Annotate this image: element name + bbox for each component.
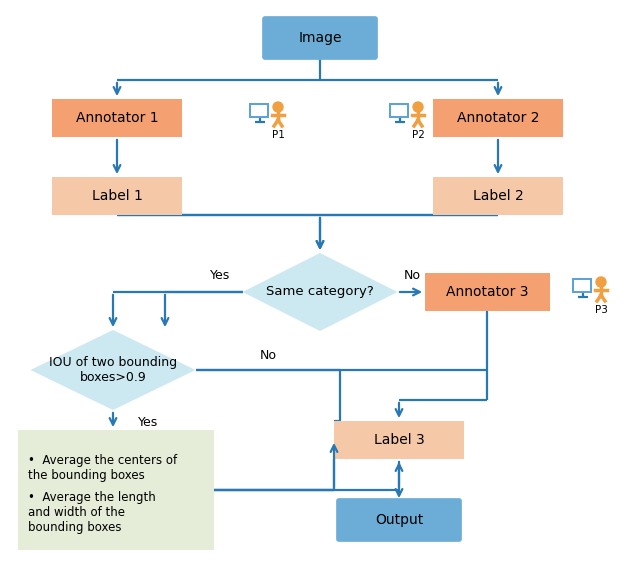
FancyBboxPatch shape [334,421,464,459]
Text: P2: P2 [412,130,424,140]
FancyBboxPatch shape [336,498,462,542]
FancyBboxPatch shape [18,430,214,550]
FancyBboxPatch shape [249,103,269,118]
FancyBboxPatch shape [433,99,563,137]
FancyBboxPatch shape [391,105,407,116]
FancyBboxPatch shape [424,273,550,311]
FancyBboxPatch shape [574,280,590,291]
Circle shape [596,277,606,287]
FancyBboxPatch shape [572,278,592,293]
Text: Annotator 1: Annotator 1 [76,111,158,125]
FancyBboxPatch shape [389,103,409,118]
Circle shape [273,102,283,112]
Text: Yes: Yes [210,269,230,282]
Text: IOU of two bounding
boxes>0.9: IOU of two bounding boxes>0.9 [49,356,177,384]
Polygon shape [243,253,397,331]
FancyBboxPatch shape [251,105,267,116]
Text: Label 1: Label 1 [92,189,143,203]
Text: Output: Output [375,513,423,527]
FancyBboxPatch shape [52,99,182,137]
Circle shape [413,102,423,112]
Text: Image: Image [298,31,342,45]
Text: No: No [403,269,420,282]
Text: P1: P1 [271,130,284,140]
Text: No: No [259,349,276,362]
Text: •  Average the centers of
the bounding boxes: • Average the centers of the bounding bo… [28,454,177,482]
FancyBboxPatch shape [262,16,378,60]
Text: Annotator 3: Annotator 3 [445,285,528,299]
FancyBboxPatch shape [433,177,563,215]
Text: Label 3: Label 3 [374,433,424,447]
Text: Yes: Yes [138,415,158,429]
Text: •  Average the length
and width of the
bounding boxes: • Average the length and width of the bo… [28,490,156,533]
Text: Annotator 2: Annotator 2 [457,111,540,125]
Text: Label 2: Label 2 [472,189,524,203]
Text: Same category?: Same category? [266,285,374,299]
Text: P3: P3 [595,305,607,315]
FancyBboxPatch shape [52,177,182,215]
Polygon shape [31,330,195,410]
